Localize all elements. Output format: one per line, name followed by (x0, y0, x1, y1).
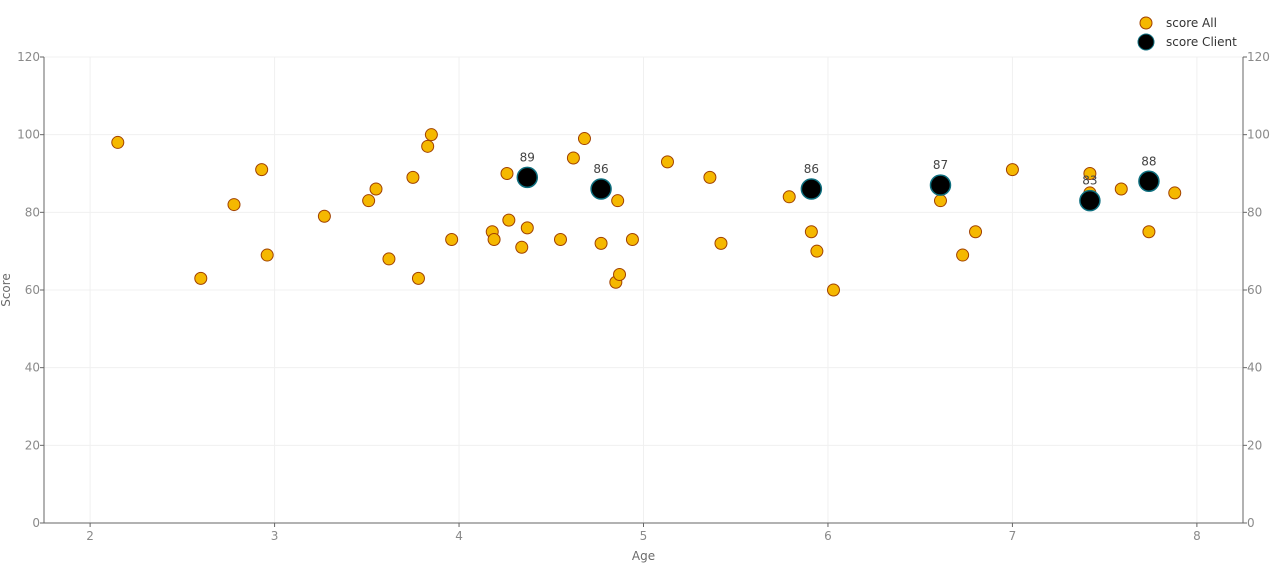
x-axis-title: Age (632, 549, 655, 563)
y-tick-label-right: 60 (1247, 283, 1262, 297)
x-tick-label: 6 (824, 529, 832, 543)
score-all-point (566, 151, 580, 165)
y-axis-title: Score (0, 273, 13, 307)
y-tick-label-right: 0 (1247, 516, 1255, 530)
score-client-data-label: 86 (593, 162, 608, 176)
legend-marker-score-client (1137, 33, 1155, 51)
y-tick-label-right: 40 (1247, 361, 1262, 375)
score-all-point (487, 233, 501, 247)
score-all-point (515, 240, 529, 254)
y-tick-label-right: 80 (1247, 205, 1262, 219)
score-all-point (520, 221, 534, 235)
y-tick-label-right: 20 (1247, 438, 1262, 452)
score-all-point (611, 194, 625, 208)
score-all-point (625, 233, 639, 247)
score-all-point (1142, 225, 1156, 239)
score-client-data-label: 86 (804, 162, 819, 176)
score-client-data-label: 89 (520, 150, 535, 164)
score-all-point (502, 213, 516, 227)
y-tick-label-right: 120 (1247, 50, 1270, 64)
score-all-point (956, 248, 970, 262)
score-all-point (445, 233, 459, 247)
legend-marker-score-all (1139, 16, 1153, 30)
data-labels: 89 86 86 87 83 88 (520, 150, 1157, 187)
x-tick-label: 7 (1009, 529, 1017, 543)
data-points (111, 128, 1182, 297)
score-client-point (800, 178, 823, 200)
score-all-point (500, 167, 514, 180)
score-client-data-label: 87 (933, 158, 948, 172)
score-all-point (1114, 182, 1128, 196)
score-client-point (516, 166, 539, 189)
score-all-point (424, 128, 438, 142)
y-tick-label: 60 (25, 283, 40, 297)
score-all-point (406, 170, 420, 184)
score-client-point (1079, 189, 1101, 212)
score-all-point (804, 225, 818, 239)
score-all-point (810, 244, 824, 258)
grid (44, 56, 1243, 524)
y-tick-label: 20 (25, 438, 40, 452)
score-all-point (660, 155, 674, 169)
score-all-point (1005, 163, 1019, 177)
score-all-point (553, 233, 567, 247)
x-tick-label: 4 (455, 529, 463, 543)
score-all-point (382, 252, 396, 266)
score-all-point (613, 267, 627, 281)
legend: score All score Client (1137, 16, 1237, 51)
tick-labels: 0 0 20 20 40 40 60 60 80 80 100 100 120 120 2 3 4 5 6 7 8 (17, 50, 1270, 543)
score-all-point (933, 194, 947, 208)
score-all-point (594, 236, 608, 250)
legend-label-score-client: score Client (1166, 35, 1237, 49)
score-all-point (362, 194, 376, 208)
score-client-point (590, 178, 612, 200)
y-tick-label: 40 (25, 361, 40, 375)
axes (40, 56, 1247, 527)
score-all-point (421, 139, 435, 153)
y-tick-label: 80 (25, 205, 40, 219)
score-all-point (969, 225, 983, 239)
score-all-point (369, 182, 383, 196)
score-all-point (255, 163, 269, 177)
score-all-point (703, 170, 717, 184)
score-all-point (194, 271, 208, 285)
score-client-data-label: 83 (1082, 174, 1097, 188)
score-all-point (577, 132, 591, 146)
y-tick-label-right: 100 (1247, 128, 1270, 142)
score-all-point (1083, 167, 1097, 180)
score-all-point (826, 283, 840, 297)
x-tick-label: 3 (271, 529, 279, 543)
x-tick-label: 8 (1193, 529, 1201, 543)
score-all-point (1168, 186, 1182, 200)
score-all-point (782, 190, 796, 204)
score-client-point (929, 174, 952, 196)
y-tick-label: 0 (32, 516, 40, 530)
x-tick-label: 5 (640, 529, 648, 543)
score-all-point (714, 236, 728, 250)
legend-label-score-all: score All (1166, 16, 1217, 30)
score-all-point (260, 248, 274, 262)
score-all-point (411, 271, 425, 285)
x-tick-label: 2 (86, 529, 94, 543)
score-all-point (317, 209, 331, 223)
score-client-point (1138, 170, 1160, 193)
score-client-data-label: 88 (1141, 154, 1156, 168)
y-tick-label: 120 (17, 50, 40, 64)
score-all-point (227, 198, 241, 212)
score-all-point (111, 135, 125, 149)
y-tick-label: 100 (17, 128, 40, 142)
